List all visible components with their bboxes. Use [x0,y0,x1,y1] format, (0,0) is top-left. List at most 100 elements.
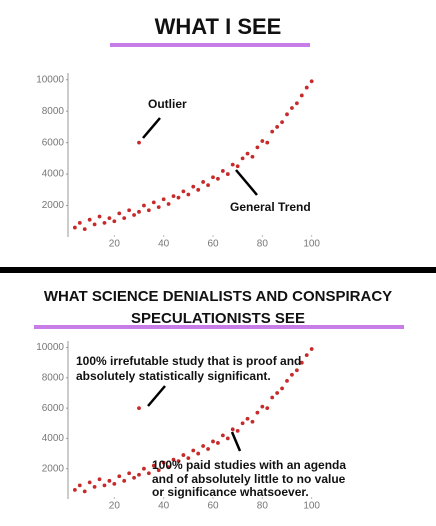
point [230,427,235,432]
point [225,436,230,441]
point [82,227,87,232]
point [201,444,206,448]
point [87,217,92,222]
point [137,140,141,145]
point [211,439,215,444]
point [294,368,299,373]
point [235,164,240,169]
pointer [230,431,242,452]
point [275,391,280,395]
point [151,200,156,205]
point [137,472,141,477]
point [132,213,136,217]
point [280,386,284,391]
point [290,106,294,110]
point [255,410,260,415]
point [250,419,255,424]
point [206,183,210,187]
point [97,214,102,219]
point [220,169,225,173]
point [270,129,275,134]
point [265,406,270,411]
x-tick-label: 20 [109,239,121,250]
point [191,184,196,189]
point [260,404,265,409]
annotation: and of absolutely little to no value [152,472,346,486]
point [127,471,132,476]
point [122,216,127,221]
point [77,220,82,225]
point [161,197,166,202]
point [265,140,270,145]
point [201,180,206,184]
point [240,421,245,426]
point [290,372,294,377]
annotation: General Trend [230,200,311,214]
point [97,477,102,482]
point [245,416,250,421]
point [102,483,107,488]
point [176,459,181,464]
point [102,220,107,225]
point [216,441,220,445]
title-underline [110,43,310,47]
point [285,378,289,383]
point [304,85,309,90]
x-tick-label: 40 [158,501,170,512]
title-underline [34,325,404,329]
y-tick-label: 6000 [42,403,65,414]
point [294,101,299,106]
point [82,489,87,494]
pointer [142,117,161,139]
point [156,468,161,473]
point [137,209,141,214]
point [304,353,309,358]
point [309,79,314,84]
point [299,93,304,98]
annotation: 100% paid studies with an agenda [152,458,346,472]
y-tick-label: 4000 [42,433,65,444]
point [196,187,201,192]
x-tick-label: 100 [303,239,320,250]
point [132,475,136,480]
y-tick-label: 10000 [36,74,64,85]
y-tick-label: 8000 [42,372,65,383]
point [107,216,112,221]
point [235,428,240,433]
point [299,360,304,365]
point [146,208,151,213]
point [122,478,127,483]
point [220,433,225,438]
point [250,154,255,159]
y-tick-label: 10000 [36,342,64,353]
y-tick-label: 8000 [42,106,65,117]
point [92,484,97,489]
point [230,162,235,167]
point [191,448,196,453]
y-tick-label: 2000 [42,463,65,474]
point [72,225,77,230]
point [255,145,260,150]
pointer [235,169,258,196]
point [275,125,280,129]
point [72,488,77,492]
point [280,120,284,125]
annotation: or significance whatsoever. [152,485,309,499]
annotation: 100% irrefutable study that is proof and [76,354,301,368]
point [77,483,82,488]
pointer [147,385,166,407]
x-tick-label: 60 [207,501,219,512]
point [142,203,146,208]
point [181,189,186,194]
point [171,457,176,462]
point [176,195,181,200]
point [216,176,220,181]
point [151,463,156,468]
point [146,471,151,476]
point [186,192,191,197]
point [211,175,215,180]
point [309,347,314,351]
y-tick-label: 4000 [42,169,65,180]
x-tick-label: 60 [207,239,219,250]
divider [0,267,436,273]
